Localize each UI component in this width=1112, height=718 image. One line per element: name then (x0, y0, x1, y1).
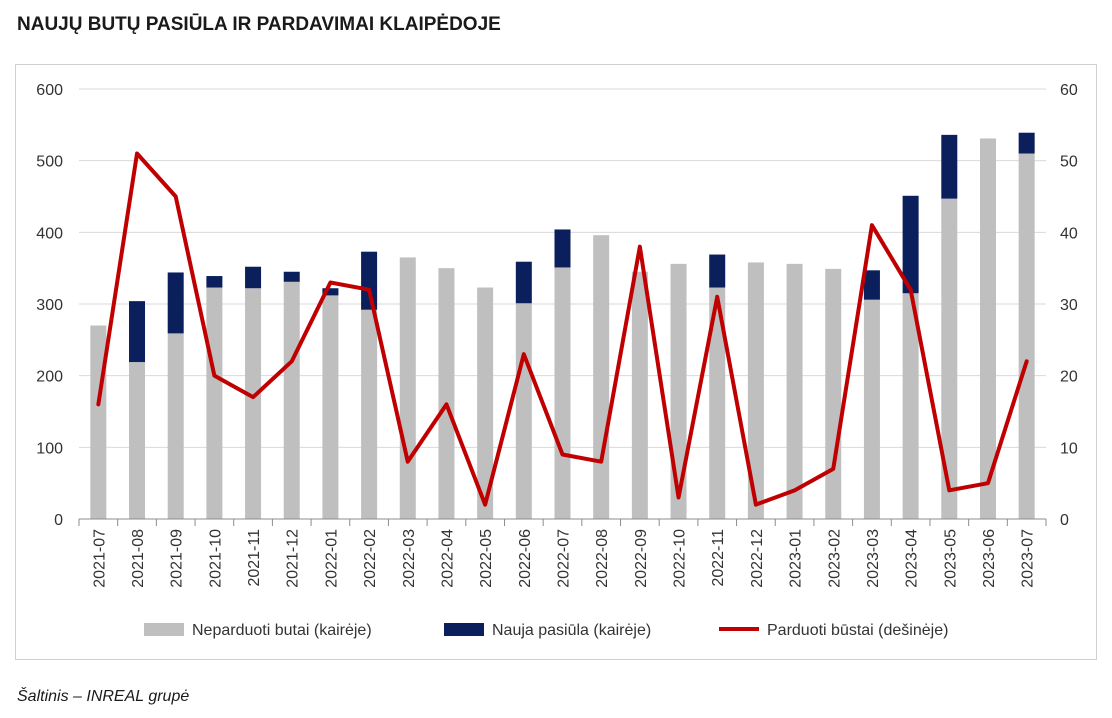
x-tick-label: 2023-05 (942, 529, 959, 588)
x-tick-label: 2023-07 (1020, 529, 1037, 588)
bar-new-supply (902, 195, 919, 294)
bar-new-supply (709, 254, 726, 288)
x-tick-label: 2021-08 (130, 529, 147, 588)
x-tick-label: 2023-03 (865, 529, 882, 588)
bar-new-supply (515, 261, 532, 304)
x-tick-label: 2023-04 (904, 529, 921, 588)
line-points (98, 153, 1027, 505)
bar-unsold (786, 263, 803, 519)
left-tick-label: 100 (36, 440, 63, 457)
bar-unsold (245, 288, 262, 519)
bar-unsold (825, 268, 842, 519)
left-tick-label: 300 (36, 297, 63, 314)
bar-new-supply (941, 134, 958, 199)
right-tick-label: 0 (1060, 512, 1069, 529)
bar-unsold (515, 303, 532, 519)
x-tick-label: 2021-10 (207, 529, 224, 588)
legend-label: Neparduoti butai (kairėje) (192, 622, 372, 639)
bar-new-supply (322, 288, 339, 296)
source-note: Šaltinis – INREAL grupė (17, 688, 190, 705)
bar-new-supply (167, 272, 184, 334)
bar-unsold (902, 293, 919, 519)
legend-swatch (444, 623, 484, 636)
x-tick-label: 2021-09 (169, 529, 186, 588)
bars (90, 132, 1035, 519)
x-tick-label: 2021-11 (246, 529, 263, 587)
x-tick-label: 2021-12 (285, 529, 302, 588)
right-tick-label: 50 (1060, 154, 1078, 171)
legend-label: Parduoti būstai (dešinėje) (767, 622, 948, 639)
left-tick-label: 200 (36, 369, 63, 386)
bar-new-supply (554, 229, 571, 268)
x-tick-label: 2022-08 (594, 529, 611, 588)
page-title: NAUJŲ BUTŲ PASIŪLA IR PARDAVIMAI KLAIPĖD… (17, 14, 501, 35)
left-tick-label: 500 (36, 154, 63, 171)
x-tick-label: 2021-07 (91, 529, 108, 588)
bar-unsold (554, 267, 571, 519)
x-tick-label: 2022-05 (478, 529, 495, 588)
x-tick-label: 2023-06 (981, 529, 998, 588)
right-tick-label: 30 (1060, 297, 1078, 314)
bar-unsold (90, 325, 107, 519)
bar-new-supply (863, 270, 880, 300)
chart-frame: 0 100 200 300 400 500 600 0 10 20 30 40 50 60 2021-07 2… (15, 64, 1097, 660)
bar-unsold (747, 262, 764, 519)
bar-unsold (477, 287, 494, 519)
bar-unsold (863, 299, 880, 519)
legend-label: Nauja pasiūla (kairėje) (492, 622, 651, 639)
bar-new-supply (361, 251, 378, 310)
bar-unsold (283, 281, 300, 519)
bar-unsold (593, 235, 610, 519)
legend: Neparduoti butai (kairėje) Nauja pasiūla … (144, 622, 948, 639)
x-tick-label: 2022-06 (517, 529, 534, 588)
right-axis: 0 10 20 30 40 50 60 (1060, 82, 1078, 529)
bar-unsold (167, 333, 184, 519)
bar-new-supply (129, 301, 146, 363)
bar-new-supply (206, 276, 223, 288)
x-tick-label: 2022-09 (633, 529, 650, 588)
legend-swatch (144, 623, 184, 636)
bar-unsold (941, 198, 958, 519)
right-tick-label: 60 (1060, 82, 1078, 99)
bar-new-supply (283, 271, 300, 282)
right-tick-label: 40 (1060, 225, 1078, 242)
x-tick-label: 2022-01 (323, 529, 340, 588)
x-tick-label: 2022-11 (710, 529, 727, 587)
bar-new-supply (1018, 132, 1035, 154)
x-tick-label: 2022-04 (439, 529, 456, 588)
bar-unsold (631, 271, 648, 519)
x-tick-label: 2022-02 (362, 529, 379, 588)
bar-unsold (206, 287, 223, 519)
right-tick-label: 20 (1060, 369, 1078, 386)
left-axis: 0 100 200 300 400 500 600 (36, 82, 63, 529)
bar-unsold (399, 257, 416, 519)
bar-unsold (322, 295, 339, 519)
bar-unsold (129, 362, 146, 519)
left-tick-label: 600 (36, 82, 63, 99)
x-tick-label: 2022-10 (672, 529, 689, 588)
right-tick-label: 10 (1060, 440, 1078, 457)
x-tick-label: 2022-03 (401, 529, 418, 588)
bar-unsold (438, 268, 455, 519)
x-tick-label: 2023-02 (826, 529, 843, 588)
x-tick-label: 2023-01 (788, 529, 805, 588)
bar-unsold (979, 138, 996, 519)
x-tick-label: 2022-07 (556, 529, 573, 588)
x-axis: 2021-07 2021-08 2021-09 2021-10 2021-11 2021-… (78, 518, 1047, 588)
bar-unsold (361, 309, 378, 519)
bar-unsold (1018, 153, 1035, 519)
bar-new-supply (245, 266, 262, 289)
bar-unsold (709, 287, 726, 519)
x-tick-label: 2022-12 (749, 529, 766, 588)
left-tick-label: 400 (36, 225, 63, 242)
bar-unsold (670, 263, 687, 519)
left-tick-label: 0 (54, 512, 63, 529)
